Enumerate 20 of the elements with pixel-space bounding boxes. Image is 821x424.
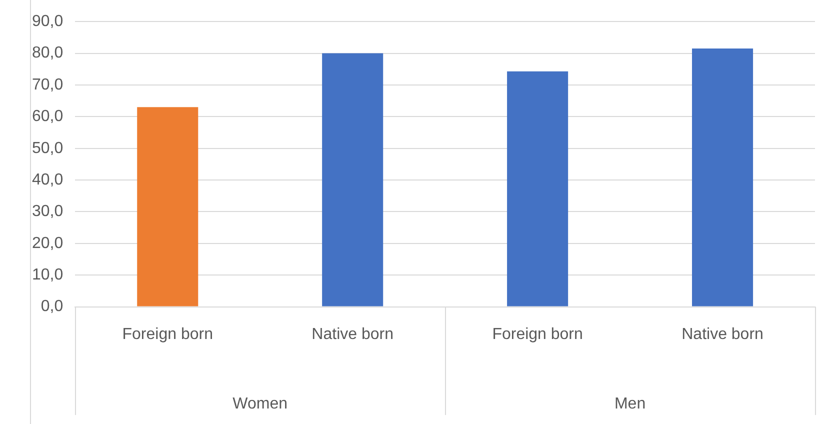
y-tick-label: 40,0 bbox=[32, 171, 64, 188]
y-tick-label: 90,0 bbox=[32, 13, 64, 30]
x-tick-label: Native born bbox=[682, 326, 764, 343]
bar bbox=[507, 71, 568, 306]
text: Men bbox=[614, 395, 646, 412]
bar bbox=[322, 53, 384, 306]
x-tick-label: Foreign born bbox=[492, 326, 583, 343]
y-tick-label: 50,0 bbox=[32, 140, 64, 157]
bar bbox=[137, 107, 198, 306]
y-tick-label: 20,0 bbox=[32, 234, 64, 252]
y-tick-label: 60,0 bbox=[32, 108, 64, 126]
y-tick-label: 30,0 bbox=[32, 203, 64, 220]
text: Women bbox=[232, 395, 288, 412]
y-tick-label: 70,0 bbox=[32, 76, 64, 94]
x-tick-label: Foreign born bbox=[122, 326, 213, 343]
x-tick-label: Native born bbox=[312, 326, 394, 343]
y-tick-label: 0,0 bbox=[40, 298, 64, 316]
bar bbox=[692, 48, 754, 306]
y-tick-label: 80,0 bbox=[32, 44, 64, 62]
y-tick-label: 10,0 bbox=[32, 266, 64, 284]
